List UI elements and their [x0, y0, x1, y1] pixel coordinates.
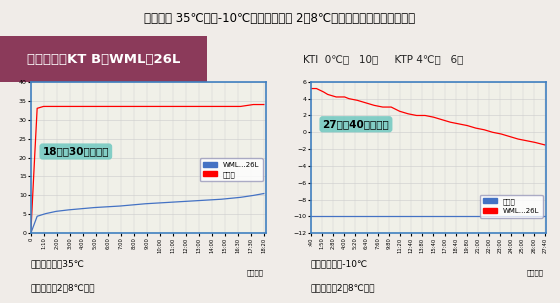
Text: 経過時間: 経過時間: [526, 269, 544, 276]
FancyBboxPatch shape: [0, 36, 207, 82]
Text: ボックス：KT B－WML－26L: ボックス：KT B－WML－26L: [27, 53, 180, 65]
Legend: 恒温室, WML…26L: 恒温室, WML…26L: [479, 195, 543, 218]
Text: 経過時間: 経過時間: [246, 269, 264, 276]
Text: 18時間30分を維持: 18時間30分を維持: [43, 147, 109, 157]
Text: 外気温設定：-10℃: 外気温設定：-10℃: [311, 259, 368, 268]
Text: 27時間40分を維持: 27時間40分を維持: [323, 119, 389, 129]
Text: 維持温度：2～8℃以内: 維持温度：2～8℃以内: [311, 283, 375, 292]
Legend: WML…26L, 恒温室: WML…26L, 恒温室: [199, 158, 263, 181]
Text: 維持温度：2～8℃以内: 維持温度：2～8℃以内: [31, 283, 95, 292]
Text: 外気温設定：35℃: 外気温設定：35℃: [31, 259, 85, 268]
Text: KTI  0℃用   10個     KTP 4℃用   6個: KTI 0℃用 10個 KTP 4℃用 6個: [304, 54, 464, 64]
Text: 「外気温 35℃及び-10℃を想定とした 2～8℃輸送」を目的とした使用例: 「外気温 35℃及び-10℃を想定とした 2～8℃輸送」を目的とした使用例: [144, 12, 416, 25]
